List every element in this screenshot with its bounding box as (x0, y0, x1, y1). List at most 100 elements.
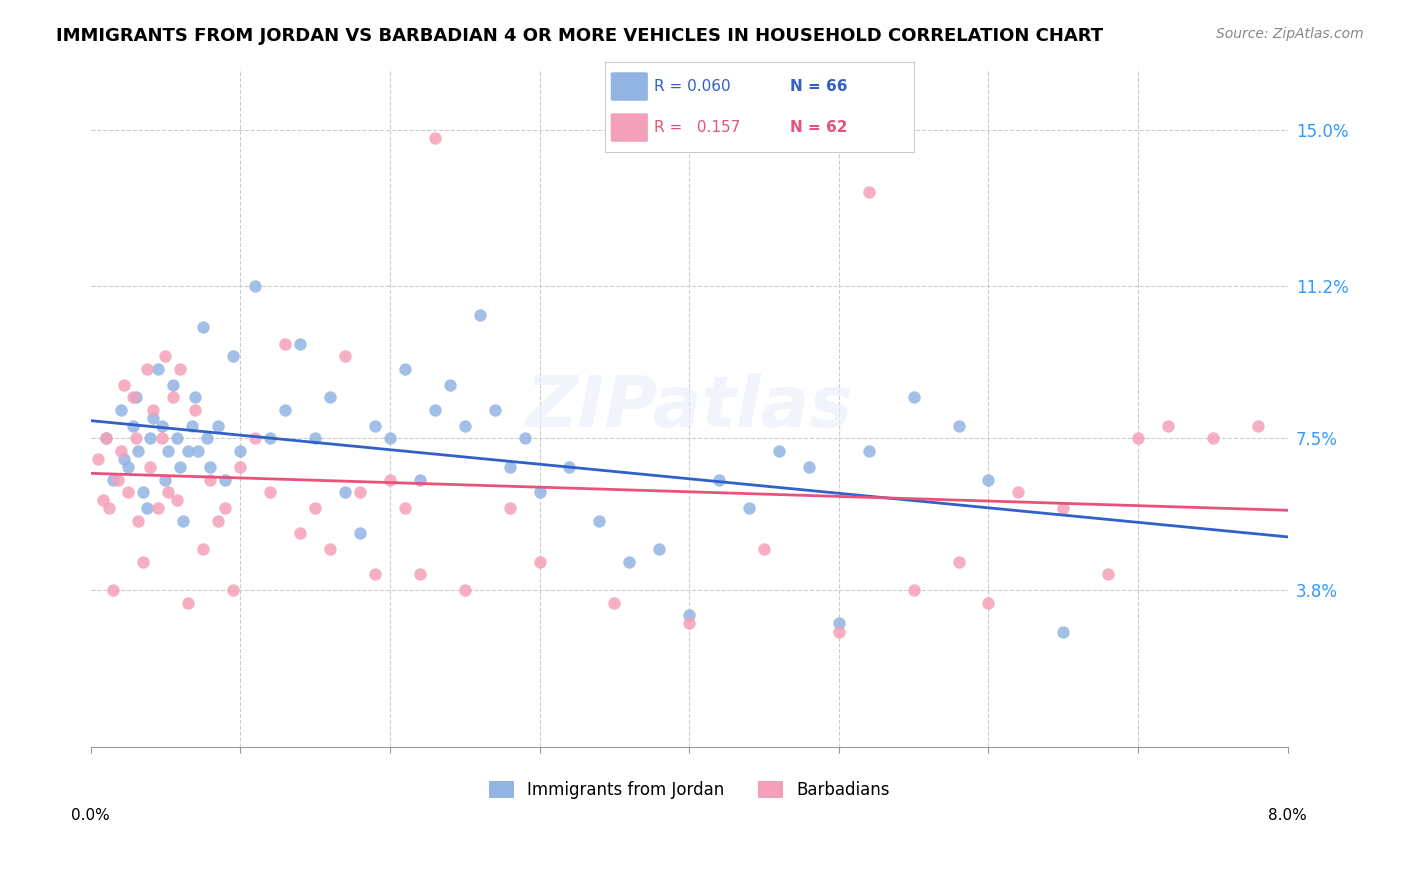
Point (184, 402, 207, 417)
Point (152, 431, 174, 445)
Point (128, 514, 150, 528)
Point (181, 419, 204, 434)
Point (378, 473, 401, 487)
Point (529, 555, 551, 569)
Point (349, 484, 371, 499)
Legend: Immigrants from Jordan, Barbadians: Immigrants from Jordan, Barbadians (482, 774, 896, 806)
Point (858, 185, 880, 199)
Point (187, 443, 209, 458)
Point (214, 501, 236, 516)
Point (214, 473, 236, 487)
FancyBboxPatch shape (610, 113, 648, 142)
Point (107, 473, 129, 487)
Point (619, 555, 641, 569)
Point (768, 443, 790, 458)
Point (1052, 624, 1074, 639)
Point (177, 443, 200, 458)
Text: 8.0%: 8.0% (1268, 807, 1308, 822)
Point (319, 542, 342, 557)
Text: R = 0.060: R = 0.060 (654, 79, 731, 94)
Point (409, 567, 432, 582)
Point (229, 443, 252, 458)
Point (423, 402, 446, 417)
Point (588, 514, 610, 528)
Text: Source: ZipAtlas.com: Source: ZipAtlas.com (1216, 27, 1364, 41)
Point (378, 431, 401, 445)
Point (139, 460, 162, 475)
Point (121, 419, 143, 434)
Text: N = 66: N = 66 (790, 79, 848, 94)
Point (132, 555, 155, 569)
Point (1247, 419, 1270, 434)
Point (274, 402, 297, 417)
Point (117, 484, 139, 499)
Point (304, 501, 326, 516)
Point (117, 460, 139, 475)
Point (177, 596, 200, 610)
Point (259, 484, 281, 499)
Point (222, 583, 245, 598)
Text: N = 62: N = 62 (790, 120, 848, 135)
Point (903, 390, 925, 404)
Point (155, 473, 177, 487)
Point (828, 616, 851, 631)
Point (752, 542, 775, 557)
Point (191, 320, 214, 334)
Point (166, 431, 188, 445)
Point (166, 493, 188, 508)
Point (1097, 567, 1119, 582)
Point (229, 460, 252, 475)
Point (558, 460, 581, 475)
Point (87, 452, 110, 467)
Point (142, 410, 165, 425)
Point (274, 337, 297, 351)
Point (977, 473, 1000, 487)
Point (707, 473, 730, 487)
Point (288, 525, 311, 540)
Point (121, 390, 143, 404)
Point (200, 473, 222, 487)
Point (364, 567, 387, 582)
Point (423, 131, 446, 145)
Point (603, 596, 626, 610)
Point (948, 419, 970, 434)
Point (94, 431, 117, 445)
Point (207, 419, 229, 434)
Point (97, 501, 120, 516)
Text: IMMIGRANTS FROM JORDAN VS BARBADIAN 4 OR MORE VEHICLES IN HOUSEHOLD CORRELATION : IMMIGRANTS FROM JORDAN VS BARBADIAN 4 OR… (56, 27, 1104, 45)
Point (288, 337, 311, 351)
Point (112, 378, 135, 392)
Point (191, 542, 214, 557)
Point (91, 493, 114, 508)
Point (349, 525, 371, 540)
Point (207, 514, 229, 528)
Point (146, 501, 169, 516)
Point (903, 583, 925, 598)
Point (498, 501, 520, 516)
Point (394, 501, 416, 516)
Point (195, 431, 218, 445)
Point (797, 460, 820, 475)
Point (409, 473, 432, 487)
Point (245, 279, 267, 293)
Point (977, 596, 1000, 610)
Point (146, 361, 169, 376)
FancyBboxPatch shape (610, 72, 648, 101)
Point (333, 484, 356, 499)
Point (169, 460, 191, 475)
Point (484, 402, 506, 417)
Point (948, 555, 970, 569)
Point (101, 583, 124, 598)
Point (1052, 501, 1074, 516)
Point (454, 419, 477, 434)
Point (155, 349, 177, 363)
Point (333, 349, 356, 363)
Point (498, 460, 520, 475)
Point (828, 624, 851, 639)
Text: ZIPatlas: ZIPatlas (526, 373, 853, 442)
Point (152, 419, 174, 434)
Point (468, 308, 491, 322)
Point (364, 419, 387, 434)
Point (222, 349, 245, 363)
Point (454, 583, 477, 598)
